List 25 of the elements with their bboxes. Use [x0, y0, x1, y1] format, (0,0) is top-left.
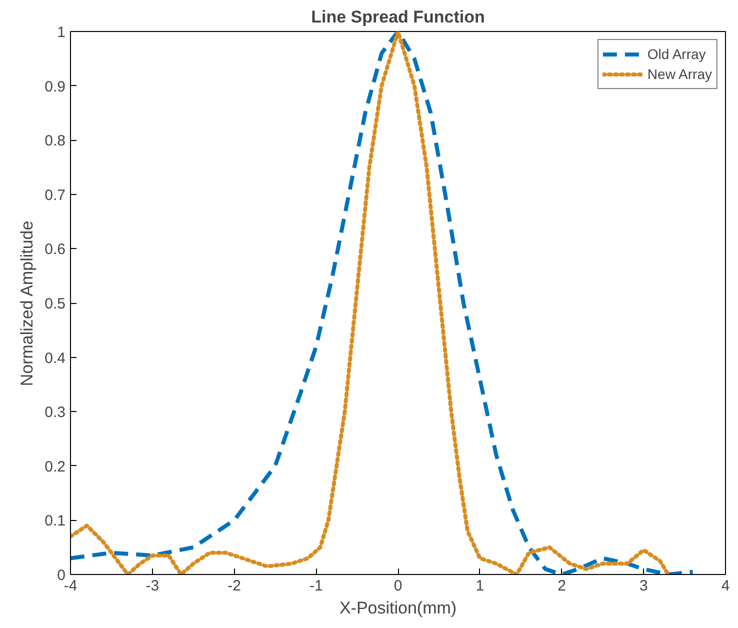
chart-title: Line Spread Function	[311, 8, 485, 26]
y-tick-label: 0.3	[44, 404, 66, 422]
x-tick-label: 2	[558, 578, 566, 594]
y-tick-label: 0.7	[44, 186, 66, 204]
x-tick-label: -3	[146, 578, 160, 594]
x-tick-label: -4	[64, 578, 78, 594]
y-tick-label: 0.4	[44, 350, 66, 367]
x-tick-label: -2	[228, 578, 241, 594]
y-tick-label: 0.5	[44, 296, 66, 312]
y-tick-label: 0.6	[44, 241, 66, 258]
x-tick-label: 3	[639, 578, 648, 594]
x-axis-title: X-Position(mm)	[339, 598, 457, 618]
y-tick-label: 0	[57, 567, 66, 584]
y-tick-label: 0.8	[44, 132, 66, 150]
legend-label: New Array	[647, 66, 712, 82]
x-tick-label: -1	[309, 578, 323, 594]
y-tick-label: 1	[57, 24, 66, 41]
y-tick-label: 0.1	[44, 512, 66, 530]
y-tick-label: 0.9	[44, 78, 66, 96]
x-tick-label: 1	[476, 578, 484, 594]
legend-label: Old Array	[647, 46, 706, 62]
y-tick-label: 0.2	[44, 458, 66, 476]
y-axis-title: Normalized Amplitude	[18, 220, 37, 386]
x-tick-label: 0	[394, 578, 402, 594]
x-tick-label: 4	[721, 578, 730, 594]
